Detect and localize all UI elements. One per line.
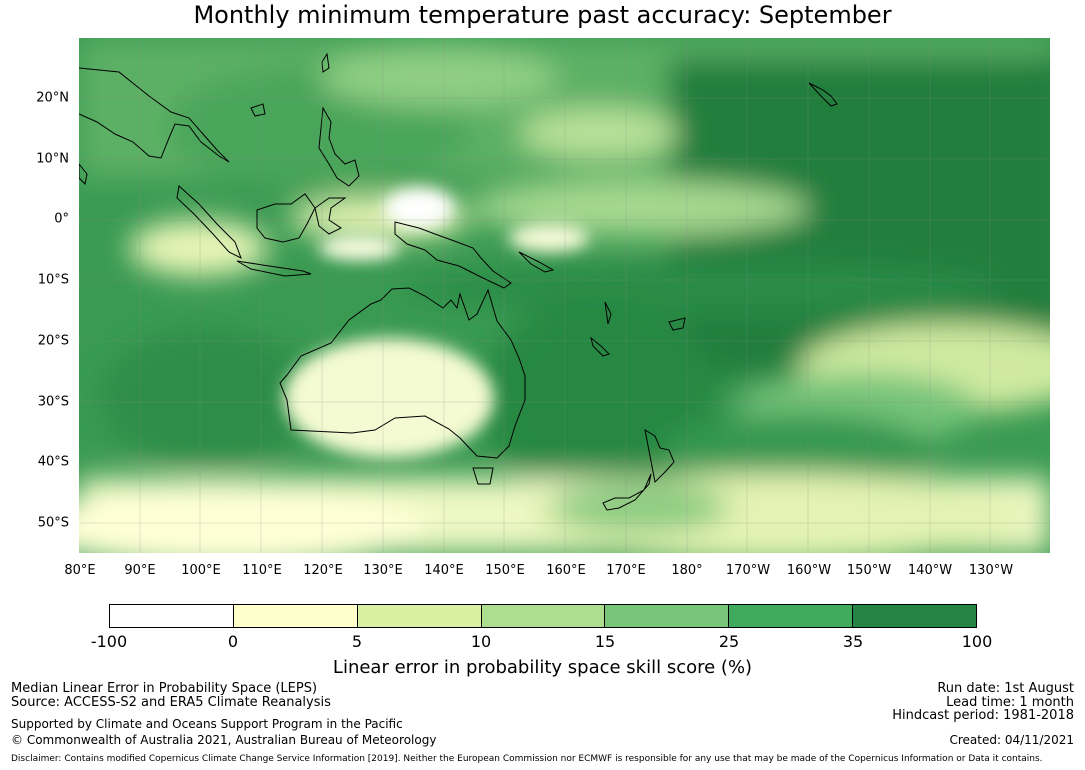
lon-label-130e: 130°E (363, 563, 403, 578)
copyright-text: © Commonwealth of Australia 2021, Austra… (11, 733, 437, 747)
lon-label-170e: 170°E (606, 563, 646, 578)
land-skill (284, 188, 589, 458)
colorbar-tick-label: -100 (90, 632, 128, 651)
borneo-coastline (256, 193, 316, 243)
colorbar-tick-label: 10 (470, 632, 492, 651)
lon-label-110e: 110°E (242, 563, 282, 578)
hainan-coastline (250, 103, 266, 117)
solomon-islands (518, 251, 555, 273)
skill-map (79, 38, 1050, 553)
colorbar-segment (233, 605, 358, 627)
new-caledonia (590, 336, 610, 357)
colorbar-segment (110, 605, 234, 627)
lon-label-80e: 80°E (64, 563, 96, 578)
lon-label-160e: 160°E (546, 563, 586, 578)
colorbar-tick-label: 5 (351, 632, 363, 651)
java-coastline (236, 260, 312, 277)
sumatra-coastline (176, 185, 242, 260)
colorbar-segment (853, 605, 977, 627)
lon-label-100e: 100°E (181, 563, 221, 578)
lon-label-150w: 150°W (846, 563, 892, 578)
colorbar-tick-label: 15 (594, 632, 616, 651)
colorbar-label: Linear error in probability space skill … (332, 657, 753, 678)
lon-label-140w: 140°W (907, 563, 953, 578)
lat-label-20s: 20°S (37, 333, 69, 349)
new-zealand-south (602, 473, 652, 511)
lat-label-50s: 50°S (37, 515, 69, 531)
coastlines (79, 52, 838, 511)
skill-fields (79, 38, 1050, 553)
lat-label-30s: 30°S (37, 394, 69, 410)
colorbar (109, 604, 977, 628)
lat-label-10n: 10°N (36, 151, 69, 167)
taiwan-coastline (321, 52, 330, 73)
tasmania-coastline (472, 467, 494, 485)
sri-lanka-coastline (79, 163, 88, 186)
graticule (79, 38, 1050, 553)
disclaimer-text: Disclaimer: Contains modified Copernicus… (11, 754, 1043, 764)
mainland-asia-coastline (79, 67, 230, 163)
support-text: Supported by Climate and Oceans Support … (11, 717, 403, 731)
colorbar-tick-label: 100 (961, 632, 993, 651)
new-zealand-north (644, 428, 675, 484)
lon-label-170w: 170°W (725, 563, 771, 578)
chart-title: Monthly minimum temperature past accurac… (193, 1, 892, 29)
lon-label-160w: 160°W (786, 563, 832, 578)
new-guinea-coastline (394, 221, 512, 289)
hindcast-text: Hindcast period: 1981-2018 (892, 708, 1074, 723)
sulawesi-coastline (314, 197, 347, 235)
lat-label-20n: 20°N (36, 90, 69, 106)
philippines-coastline (318, 106, 360, 187)
colorbar-segment (481, 605, 606, 627)
lon-label-140e: 140°E (424, 563, 464, 578)
colorbar-segment (729, 605, 854, 627)
source-text: Source: ACCESS-S2 and ERA5 Climate Reana… (11, 695, 331, 710)
lon-label-150e: 150°E (485, 563, 525, 578)
colorbar-segment (357, 605, 482, 627)
run-date-text: Run date: 1st August (937, 681, 1074, 696)
lon-label-120e: 120°E (303, 563, 343, 578)
lat-label-0: 0° (54, 211, 69, 227)
lon-label-130w: 130°W (968, 563, 1014, 578)
fiji (668, 317, 686, 331)
created-text: Created: 04/11/2021 (949, 733, 1074, 747)
colorbar-tick-label: 0 (227, 632, 239, 651)
hawaii (808, 82, 838, 107)
method-text: Median Linear Error in Probability Space… (11, 681, 318, 696)
lon-label-180: 180° (671, 563, 703, 578)
colorbar-segment (605, 605, 730, 627)
lon-label-90e: 90°E (124, 563, 156, 578)
colorbar-tick-label: 25 (718, 632, 740, 651)
lat-label-10s: 10°S (37, 272, 69, 288)
australia-coastline (279, 287, 526, 459)
vanuatu (604, 301, 612, 325)
lat-label-40s: 40°S (37, 454, 69, 470)
colorbar-tick-label: 35 (842, 632, 864, 651)
lead-time-text: Lead time: 1 month (946, 695, 1074, 710)
